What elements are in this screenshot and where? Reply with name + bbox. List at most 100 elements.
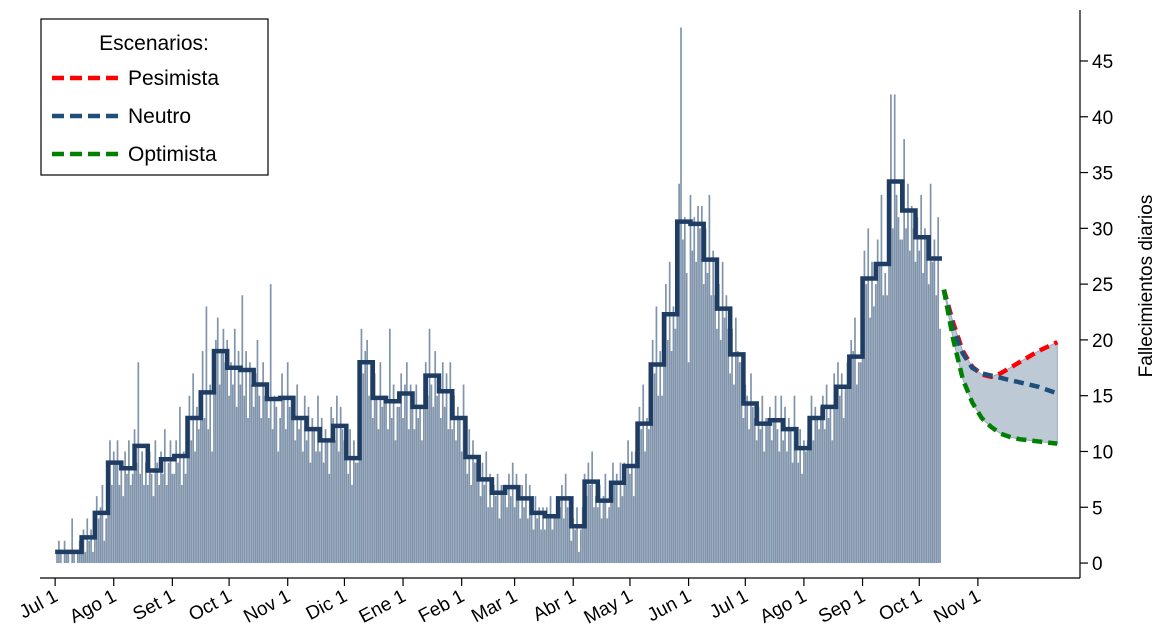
bar — [97, 518, 100, 564]
bar — [175, 440, 177, 564]
bar — [559, 507, 561, 564]
bar — [396, 406, 399, 564]
bar — [332, 418, 334, 564]
bar — [789, 429, 792, 564]
bar — [823, 429, 826, 564]
x-tick-label: Jul 1 — [706, 586, 751, 623]
bar — [795, 440, 798, 564]
bar — [527, 518, 529, 564]
bar — [553, 518, 556, 564]
bar — [341, 429, 344, 564]
x-tick-label: Dic 1 — [303, 586, 351, 625]
bar — [213, 373, 215, 564]
bar — [487, 507, 489, 564]
bar — [328, 473, 331, 564]
bar — [825, 384, 828, 564]
bar — [761, 395, 764, 564]
y-tick-label: 30 — [1092, 219, 1113, 240]
bar — [111, 484, 113, 564]
bar — [561, 484, 563, 564]
bar — [916, 217, 919, 564]
legend-label: Optimista — [128, 143, 217, 166]
forecast-band — [943, 289, 1058, 445]
bar — [349, 429, 351, 564]
bar — [544, 529, 546, 564]
bar — [608, 507, 611, 564]
bar — [275, 406, 278, 564]
bar — [93, 529, 96, 564]
bar — [415, 384, 418, 564]
bar — [370, 362, 372, 564]
bar — [296, 384, 299, 564]
bar — [345, 451, 348, 564]
bar — [598, 484, 601, 564]
bar — [804, 451, 807, 564]
bar — [385, 395, 387, 564]
bar — [392, 384, 395, 564]
bar — [755, 440, 758, 564]
bar — [492, 484, 495, 564]
bar — [371, 418, 374, 564]
y-tick-label: 20 — [1092, 331, 1113, 352]
bar — [869, 317, 871, 564]
bar — [602, 496, 605, 564]
bar — [532, 529, 535, 564]
bar — [262, 362, 264, 564]
bar — [525, 473, 527, 564]
bar — [430, 384, 433, 564]
bar — [247, 418, 249, 564]
bar — [893, 94, 896, 564]
bar — [545, 507, 548, 564]
bar — [394, 440, 397, 564]
bar — [782, 440, 784, 564]
bar — [717, 284, 720, 564]
bar — [937, 217, 940, 564]
x-tick-label: Feb 1 — [415, 586, 468, 627]
bar — [88, 540, 91, 564]
bar — [156, 462, 159, 564]
bar — [375, 395, 378, 564]
bar — [661, 395, 663, 564]
bar — [651, 339, 654, 564]
bar — [112, 451, 115, 564]
bar — [417, 418, 420, 564]
bar — [150, 473, 153, 564]
bar — [222, 328, 225, 564]
bar — [924, 228, 926, 564]
bar — [759, 429, 762, 564]
bar — [421, 440, 423, 564]
bar — [589, 484, 592, 564]
y-tick-label: 15 — [1092, 387, 1113, 408]
bar — [574, 529, 576, 564]
bar — [763, 451, 766, 564]
bar — [283, 395, 285, 564]
bar — [152, 496, 155, 564]
bar — [133, 429, 136, 564]
bar — [827, 418, 830, 564]
bar — [169, 440, 172, 564]
bar — [356, 462, 359, 564]
bar — [549, 496, 552, 564]
bar — [508, 473, 510, 564]
bar — [277, 451, 280, 564]
bar — [697, 206, 699, 564]
x-tick-label: Sep 1 — [815, 586, 869, 628]
bar — [266, 384, 268, 564]
bar — [426, 395, 429, 564]
bar — [267, 418, 270, 564]
bar — [880, 194, 883, 564]
legend-title: Escenarios: — [99, 32, 209, 55]
bar — [232, 384, 234, 564]
bar — [547, 518, 550, 564]
bar — [440, 418, 442, 564]
bar — [871, 261, 873, 564]
bar — [612, 462, 614, 564]
bar — [874, 284, 877, 564]
bar — [831, 440, 834, 564]
bar — [494, 496, 497, 564]
bar — [203, 418, 206, 564]
bar — [649, 384, 652, 564]
y-tick-label: 10 — [1092, 442, 1113, 463]
bar — [260, 418, 263, 564]
